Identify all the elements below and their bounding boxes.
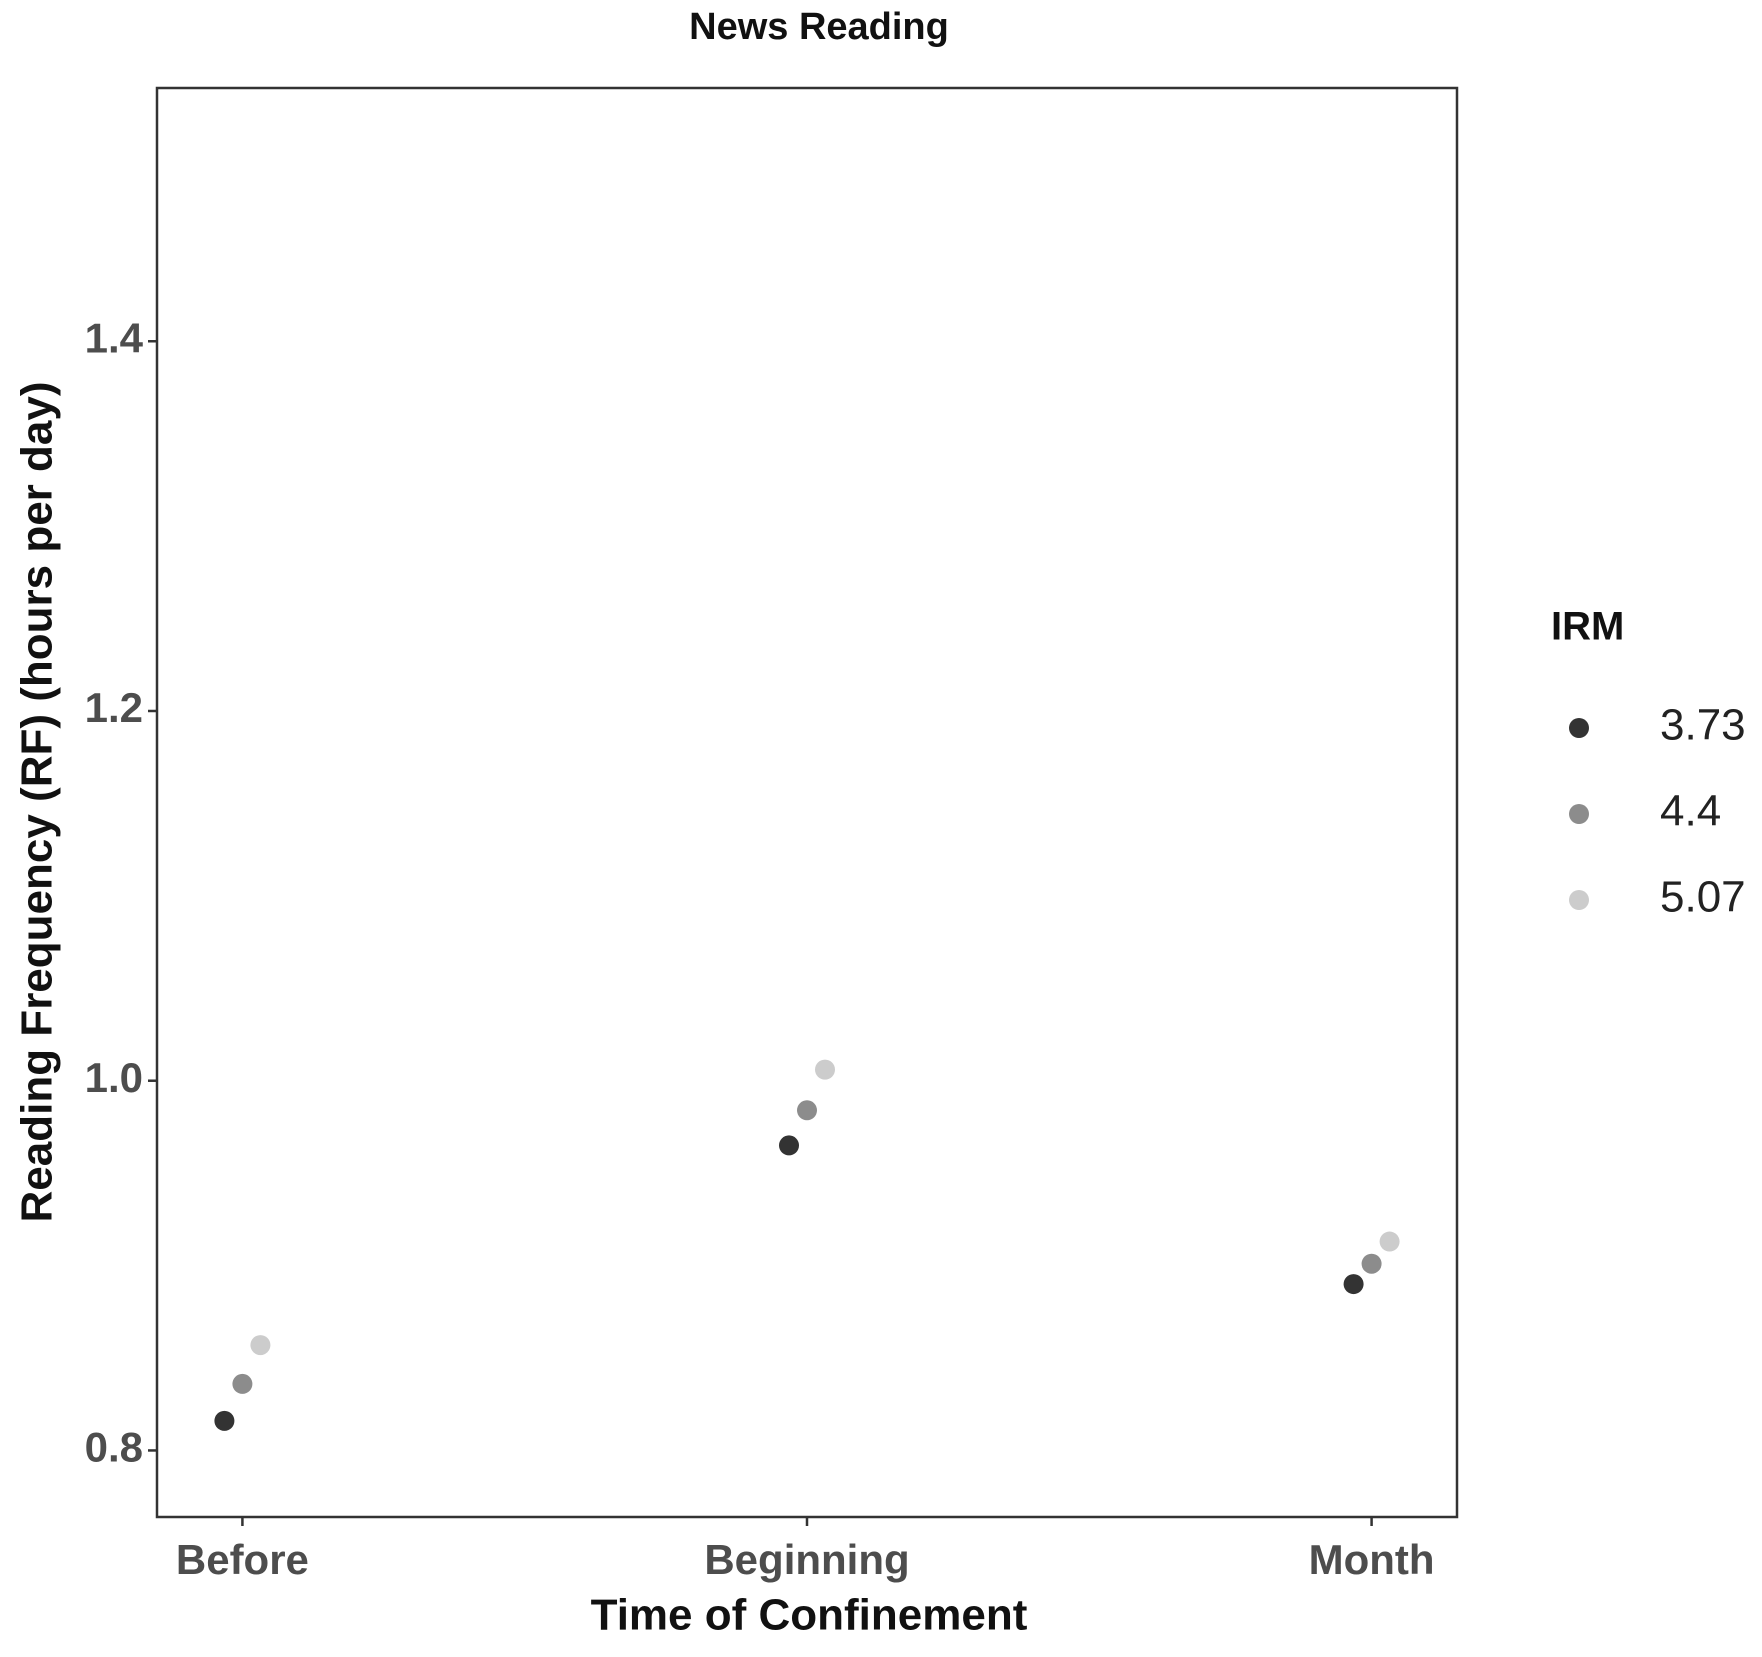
x-tick-label: Beginning (704, 1536, 909, 1583)
legend-label: 4.4 (1660, 787, 1721, 836)
point (214, 1410, 235, 1431)
point (1343, 1274, 1364, 1295)
point (815, 1059, 835, 1080)
x-axis-label: Time of Confinement (591, 1591, 1028, 1640)
chart-title: News Reading (689, 6, 949, 48)
legend-label: 5.07 (1660, 873, 1746, 922)
y-tick-label: 1.4 (85, 314, 144, 361)
y-tick-label: 0.8 (85, 1424, 143, 1471)
y-axis-label: Reading Frequency (RF) (hours per day) (13, 382, 62, 1223)
legend-marker (1569, 890, 1589, 910)
point (232, 1373, 253, 1394)
point (1379, 1231, 1400, 1252)
y-tick-label: 1.0 (85, 1054, 143, 1101)
legend-marker (1569, 804, 1589, 824)
legend-marker (1569, 718, 1589, 738)
y-tick-label: 1.2 (85, 684, 143, 731)
legend-title: IRM (1551, 605, 1624, 649)
legend-label: 3.73 (1660, 701, 1746, 750)
x-tick-label: Month (1309, 1536, 1435, 1583)
point (250, 1335, 271, 1356)
point (797, 1100, 817, 1121)
x-tick-label: Before (176, 1536, 309, 1583)
point (779, 1135, 799, 1156)
point (1361, 1253, 1382, 1274)
